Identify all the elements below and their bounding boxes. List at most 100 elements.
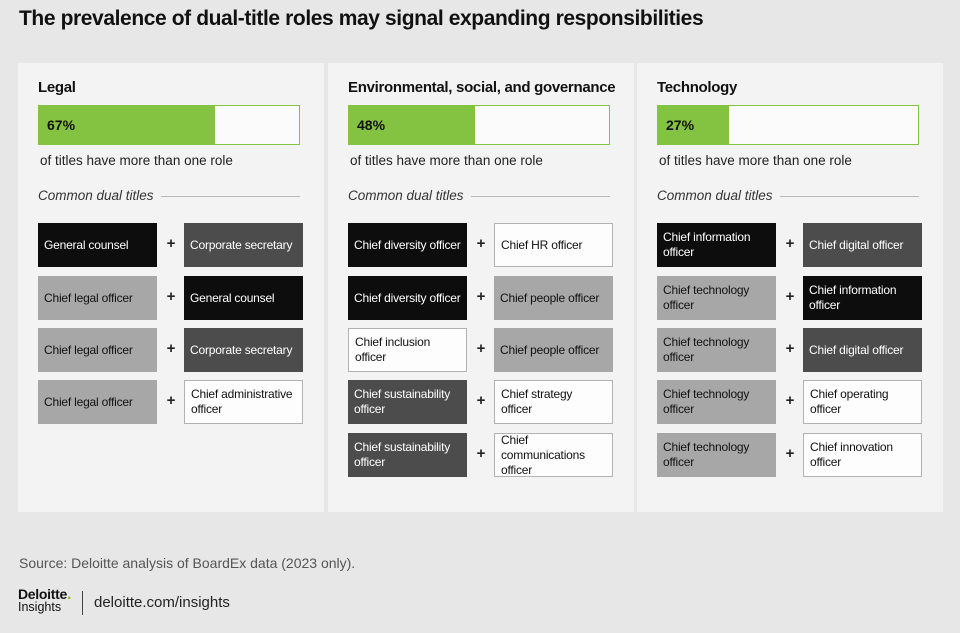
title-tile-label: General counsel <box>44 237 129 252</box>
plus-icon: + <box>785 445 795 462</box>
title-tile: Chief diversity officer <box>348 276 467 320</box>
title-pair-row: Chief technology officer + Chief informati… <box>657 276 922 320</box>
plus-icon: + <box>476 235 486 252</box>
title-tile-label: Chief HR officer <box>501 237 583 252</box>
title-tile-label: Chief innovation officer <box>810 440 893 469</box>
title-tile-label: Chief legal officer <box>44 342 133 357</box>
title-pair-row: Chief technology officer + Chief digital o… <box>657 328 922 372</box>
percent-label: 27% <box>666 117 695 133</box>
title-pair-row: Chief legal officer + Chief administrative… <box>38 380 303 424</box>
title-tile-label: Chief legal officer <box>44 394 133 409</box>
percent-label: 67% <box>47 117 76 133</box>
title-tile-label: Chief legal officer <box>44 290 133 305</box>
title-pair-row: Chief legal officer + General counsel <box>38 276 303 320</box>
title-tile-label: General counsel <box>190 290 275 305</box>
title-tile: Corporate secretary <box>184 223 303 267</box>
title-tile: Chief communications officer <box>494 433 613 477</box>
plus-icon: + <box>785 288 795 305</box>
title-tile-label: Chief diversity officer <box>354 290 461 305</box>
percent-bar-fill <box>658 106 729 144</box>
title-tile-label: Corporate secretary <box>190 342 293 357</box>
percent-bar: 27% <box>657 105 919 145</box>
section-rule <box>780 196 919 197</box>
title-tile: Chief legal officer <box>38 328 157 372</box>
title-pair-row: Chief sustainability officer + Chief strat… <box>348 380 613 424</box>
plus-icon: + <box>785 235 795 252</box>
title-tile-label: Chief diversity officer <box>354 237 461 252</box>
plus-icon: + <box>476 288 486 305</box>
title-tile: Chief technology officer <box>657 380 776 424</box>
title-pair-row: Chief sustainability officer + Chief commu… <box>348 433 613 477</box>
title-tile: Chief technology officer <box>657 433 776 477</box>
panel-heading: Legal <box>38 79 76 96</box>
bar-caption: of titles have more than one role <box>350 153 543 168</box>
plus-icon: + <box>785 392 795 409</box>
title-tile: Chief technology officer <box>657 276 776 320</box>
common-dual-titles-label: Common dual titles <box>348 188 464 203</box>
title-tile-label: Chief information officer <box>809 283 897 312</box>
title-tile: Chief technology officer <box>657 328 776 372</box>
plus-icon: + <box>476 445 486 462</box>
title-tile-label: Chief technology officer <box>663 283 750 312</box>
title-tile: Chief sustainability officer <box>348 380 467 424</box>
plus-icon: + <box>476 340 486 357</box>
title-tile: Chief strategy officer <box>494 380 613 424</box>
title-tile-label: Chief people officer <box>500 290 600 305</box>
title-pair-row: Chief information officer + Chief digital … <box>657 223 922 267</box>
title-pair-row: Chief inclusion officer + Chief people off… <box>348 328 613 372</box>
section-rule <box>161 196 300 197</box>
title-tile: Chief diversity officer <box>348 223 467 267</box>
title-tile: Chief digital officer <box>803 328 922 372</box>
title-tile-label: Chief sustainability officer <box>354 387 451 416</box>
plus-icon: + <box>166 288 176 305</box>
percent-bar-fill <box>349 106 475 144</box>
title-tile-label: Chief administrative officer <box>191 387 293 416</box>
bar-caption: of titles have more than one role <box>659 153 852 168</box>
title-tile: Corporate secretary <box>184 328 303 372</box>
title-tile: General counsel <box>38 223 157 267</box>
title-tile: Chief sustainability officer <box>348 433 467 477</box>
title-pair-row: Chief technology officer + Chief operating… <box>657 380 922 424</box>
title-pair-row: Chief legal officer + Corporate secretary <box>38 328 303 372</box>
common-dual-titles-label: Common dual titles <box>657 188 773 203</box>
plus-icon: + <box>785 340 795 357</box>
title-pair-row: Chief diversity officer + Chief HR officer <box>348 223 613 267</box>
title-tile: Chief people officer <box>494 328 613 372</box>
percent-bar: 67% <box>38 105 300 145</box>
plus-icon: + <box>166 340 176 357</box>
plus-icon: + <box>166 235 176 252</box>
logo-wordmark: Deloitte <box>18 586 67 602</box>
title-tile: General counsel <box>184 276 303 320</box>
title-tile: Chief legal officer <box>38 276 157 320</box>
title-tile: Chief information officer <box>803 276 922 320</box>
percent-bar-fill <box>39 106 215 144</box>
title-tile-label: Corporate secretary <box>190 237 293 252</box>
bar-caption: of titles have more than one role <box>40 153 233 168</box>
title-pair-row: Chief technology officer + Chief innovatio… <box>657 433 922 477</box>
section-rule <box>471 196 610 197</box>
title-tile: Chief legal officer <box>38 380 157 424</box>
title-tile-label: Chief technology officer <box>663 335 750 364</box>
chart-title: The prevalence of dual-title roles may s… <box>19 7 704 30</box>
title-tile-label: Chief strategy officer <box>501 387 573 416</box>
title-tile: Chief innovation officer <box>803 433 922 477</box>
title-tile-label: Chief digital officer <box>809 237 904 252</box>
title-tile-label: Chief technology officer <box>663 440 750 469</box>
plus-icon: + <box>476 392 486 409</box>
panel-heading: Environmental, social, and governance <box>348 79 616 96</box>
title-tile: Chief administrative officer <box>184 380 303 424</box>
source-note: Source: Deloitte analysis of BoardEx dat… <box>19 555 356 571</box>
title-tile-label: Chief inclusion officer <box>355 335 431 364</box>
title-tile-label: Chief information officer <box>663 230 751 259</box>
title-tile-label: Chief digital officer <box>809 342 904 357</box>
title-pair-row: Chief diversity officer + Chief people off… <box>348 276 613 320</box>
deloitte-insights-logo[interactable]: Deloitte. Insights <box>18 586 71 614</box>
category-panel: Environmental, social, and governance 48%… <box>328 63 634 512</box>
footer-url-link[interactable]: deloitte.com/insights <box>94 594 230 611</box>
title-tile: Chief inclusion officer <box>348 328 467 372</box>
percent-label: 48% <box>357 117 386 133</box>
logo-subtitle: Insights <box>18 600 62 614</box>
title-tile: Chief operating officer <box>803 380 922 424</box>
title-tile-label: Chief operating officer <box>810 387 889 416</box>
title-tile: Chief HR officer <box>494 223 613 267</box>
